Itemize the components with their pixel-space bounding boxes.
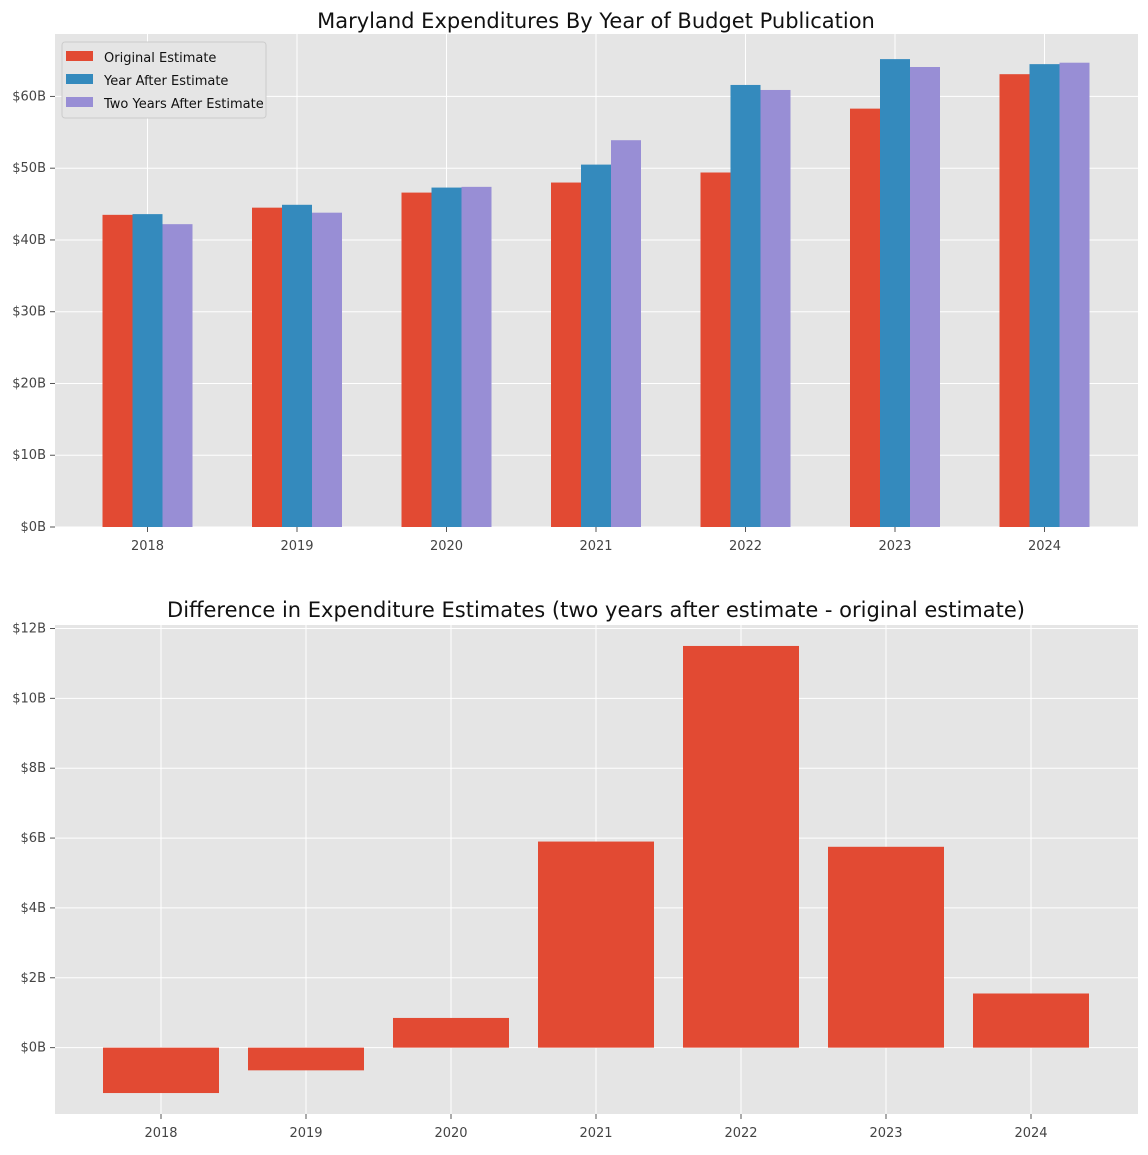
expenditures-bar-original-estimate-2024 bbox=[999, 74, 1030, 528]
difference-bar-2019 bbox=[248, 1047, 364, 1071]
difference-bar-2020 bbox=[393, 1017, 509, 1048]
legend-swatch-year-after bbox=[66, 74, 93, 84]
difference-bar-2023 bbox=[828, 846, 944, 1048]
difference-x-axis: 2018 2019 2020 2021 2022 2023 2024 bbox=[144, 1114, 1048, 1141]
expenditures-bar-two-years-after-estimate-2019 bbox=[312, 212, 342, 527]
expenditures-bar-two-years-after-estimate-2023 bbox=[910, 67, 940, 527]
expenditures-x-axis: 2018 2019 2020 2021 2022 2023 2024 bbox=[131, 527, 1061, 554]
expenditures-bar-year-after-estimate-2018 bbox=[132, 214, 163, 527]
expenditures-bar-two-years-after-estimate-2024 bbox=[1059, 62, 1090, 527]
expenditures-x-tick-label: 2022 bbox=[729, 539, 762, 554]
expenditures-bar-two-years-after-estimate-2022 bbox=[760, 89, 791, 527]
difference-y-tick-label: $0B bbox=[21, 1041, 46, 1056]
expenditures-legend: Original Estimate Year After Estimate Tw… bbox=[61, 41, 267, 119]
expenditures-y-tick-label: $10B bbox=[12, 448, 46, 463]
expenditures-y-tick-label: $50B bbox=[12, 161, 46, 176]
difference-x-tick-label: 2022 bbox=[724, 1126, 757, 1141]
difference-x-tick-label: 2020 bbox=[434, 1126, 467, 1141]
legend-label-two-years-after: Two Years After Estimate bbox=[103, 97, 264, 112]
difference-x-tick-label: 2019 bbox=[289, 1126, 322, 1141]
legend-frame bbox=[61, 41, 267, 119]
expenditures-bar-original-estimate-2022 bbox=[700, 172, 731, 527]
difference-y-tick-label: $10B bbox=[12, 691, 46, 706]
expenditures-chart-title: Maryland Expenditures By Year of Budget … bbox=[317, 9, 875, 33]
expenditures-y-tick-label: $60B bbox=[12, 89, 46, 104]
difference-bar-2018 bbox=[103, 1047, 219, 1094]
expenditures-bar-two-years-after-estimate-2018 bbox=[162, 224, 193, 527]
expenditures-x-tick-label: 2020 bbox=[430, 539, 463, 554]
difference-x-tick-label: 2024 bbox=[1014, 1126, 1047, 1141]
expenditures-x-tick-label: 2023 bbox=[878, 539, 911, 554]
expenditures-bars bbox=[102, 59, 1090, 528]
expenditures-y-tick-label: $20B bbox=[12, 376, 46, 391]
expenditures-x-tick-label: 2019 bbox=[280, 539, 313, 554]
difference-y-tick-label: $8B bbox=[21, 761, 46, 776]
difference-bar-2024 bbox=[973, 993, 1089, 1048]
difference-chart-title: Difference in Expenditure Estimates (two… bbox=[167, 598, 1025, 622]
expenditures-y-tick-label: $30B bbox=[12, 305, 46, 320]
expenditures-bar-original-estimate-2021 bbox=[551, 182, 581, 528]
difference-x-tick-label: 2021 bbox=[579, 1126, 612, 1141]
expenditures-bar-year-after-estimate-2022 bbox=[730, 84, 761, 528]
difference-y-tick-label: $12B bbox=[12, 621, 46, 636]
difference-x-tick-label: 2023 bbox=[869, 1126, 902, 1141]
expenditures-y-tick-label: $0B bbox=[21, 520, 46, 535]
expenditures-x-tick-label: 2018 bbox=[131, 539, 164, 554]
difference-bar-2021 bbox=[538, 841, 654, 1048]
difference-x-tick-label: 2018 bbox=[144, 1126, 177, 1141]
legend-swatch-original bbox=[66, 51, 93, 61]
difference-y-tick-label: $4B bbox=[21, 901, 46, 916]
difference-chart: $0B $2B $4B $6B $8B $10B $12B 2018 2019 2020 2021… bbox=[12, 598, 1138, 1141]
expenditures-y-tick-label: $40B bbox=[12, 233, 46, 248]
legend-label-year-after: Year After Estimate bbox=[103, 74, 228, 89]
expenditures-bar-original-estimate-2018 bbox=[102, 214, 133, 527]
difference-y-axis: $0B $2B $4B $6B $8B $10B $12B bbox=[12, 621, 55, 1056]
expenditures-x-tick-label: 2024 bbox=[1028, 539, 1061, 554]
expenditures-y-axis: $0B $10B $20B $30B $40B $50B $60B bbox=[12, 89, 55, 535]
difference-bar-2022 bbox=[683, 645, 799, 1048]
legend-label-original: Original Estimate bbox=[104, 51, 216, 66]
expenditures-x-tick-label: 2021 bbox=[579, 539, 612, 554]
expenditures-bar-year-after-estimate-2024 bbox=[1029, 64, 1060, 527]
expenditures-bar-year-after-estimate-2020 bbox=[431, 187, 462, 527]
expenditures-bar-original-estimate-2023 bbox=[850, 108, 880, 528]
expenditures-bar-year-after-estimate-2023 bbox=[880, 59, 910, 527]
expenditures-bar-two-years-after-estimate-2021 bbox=[611, 140, 641, 527]
expenditures-bar-original-estimate-2020 bbox=[401, 192, 432, 527]
expenditures-bar-year-after-estimate-2019 bbox=[282, 204, 312, 527]
expenditures-bar-original-estimate-2019 bbox=[252, 207, 282, 527]
expenditures-bar-year-after-estimate-2021 bbox=[581, 164, 611, 527]
difference-y-tick-label: $2B bbox=[21, 971, 46, 986]
legend-swatch-two-years-after bbox=[66, 97, 93, 107]
difference-bars bbox=[103, 645, 1089, 1094]
difference-y-tick-label: $6B bbox=[21, 831, 46, 846]
expenditures-bar-two-years-after-estimate-2020 bbox=[461, 186, 492, 527]
expenditures-chart: $0B $10B $20B $30B $40B $50B $60B 2018 2019 2020… bbox=[12, 9, 1138, 554]
